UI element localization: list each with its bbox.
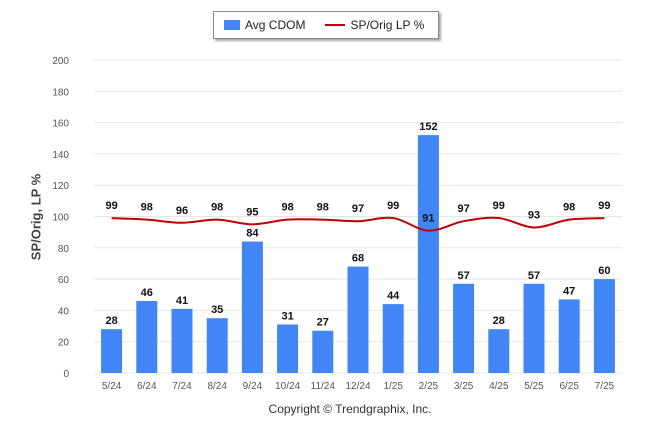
- x-tick-label: 7/24: [172, 381, 192, 392]
- x-tick-label: 4/25: [489, 381, 509, 392]
- data-labels: 28 46 41 35 84 31 27 68 44 152 57 28 57 47 60 99 98 96 98 9…: [105, 121, 610, 329]
- x-axis-ticks: 5/24 6/24 7/24 8/24 9/24 10/24 11/24 12/24 1/25 2…: [102, 381, 615, 392]
- x-tick-label: 2/25: [419, 381, 439, 392]
- line-value-label: 99: [387, 200, 399, 212]
- bar: [558, 299, 580, 373]
- bar: [136, 301, 158, 373]
- legend: Avg CDOM SP/Orig LP %: [213, 11, 439, 39]
- bar-value-label: 41: [176, 295, 188, 307]
- y-tick-label: 180: [52, 87, 69, 98]
- bar-series: [101, 135, 615, 373]
- x-tick-label: 10/24: [275, 381, 300, 392]
- bar-value-label: 57: [528, 270, 540, 282]
- line-value-label: 99: [598, 200, 610, 212]
- y-tick-label: 40: [58, 306, 70, 317]
- y-tick-label: 160: [52, 119, 69, 130]
- bar: [523, 283, 545, 373]
- bar-value-label: 60: [598, 265, 610, 277]
- bar-value-label: 152: [419, 121, 437, 133]
- bar: [382, 304, 404, 373]
- line-value-label: 99: [493, 200, 505, 212]
- y-tick-label: 120: [52, 181, 69, 192]
- x-tick-label: 6/24: [137, 381, 157, 392]
- bar: [241, 241, 263, 373]
- bar-value-label: 31: [281, 310, 293, 322]
- y-tick-label: 100: [52, 213, 69, 224]
- bar: [171, 308, 193, 373]
- bar: [206, 318, 228, 373]
- y-axis-title: SP/Orig, LP %: [28, 173, 44, 261]
- x-tick-label: 5/25: [524, 381, 544, 392]
- line-swatch-icon: [325, 24, 346, 26]
- y-tick-label: 20: [58, 338, 70, 349]
- bar: [101, 329, 123, 373]
- bar-value-label: 47: [563, 285, 575, 297]
- legend-item-line[interactable]: SP/Orig LP %: [315, 18, 424, 32]
- bar: [347, 266, 369, 373]
- line-series: [111, 216, 605, 232]
- line-value-label: 96: [176, 205, 188, 217]
- x-tick-label: 9/24: [243, 381, 263, 392]
- bar: [277, 324, 299, 373]
- line-value-label: 95: [246, 206, 258, 218]
- bar-value-label: 57: [457, 270, 469, 282]
- bar: [312, 330, 334, 373]
- y-tick-label: 0: [63, 369, 69, 380]
- line-value-label: 98: [317, 202, 329, 214]
- copyright-text: Copyright © Trendgraphix, Inc.: [268, 402, 432, 416]
- line-value-label: 97: [457, 203, 469, 215]
- x-tick-label: 11/24: [311, 381, 336, 392]
- x-tick-label: 5/24: [102, 381, 122, 392]
- bar: [488, 329, 510, 373]
- y-tick-label: 200: [52, 56, 69, 67]
- sp-orig-line: [111, 216, 605, 232]
- bar: [417, 135, 439, 373]
- y-tick-label: 60: [58, 275, 70, 286]
- x-tick-label: 6/25: [559, 381, 579, 392]
- line-value-label: 98: [281, 202, 293, 214]
- bar-value-label: 46: [141, 287, 153, 299]
- line-value-label: 93: [528, 209, 540, 221]
- bar: [593, 279, 615, 373]
- bar-swatch-icon: [224, 20, 240, 30]
- line-value-label: 98: [141, 202, 153, 214]
- x-tick-label: 8/24: [207, 381, 227, 392]
- legend-item-bar[interactable]: Avg CDOM: [224, 18, 305, 32]
- bar-value-label: 44: [387, 290, 400, 302]
- y-tick-label: 80: [58, 244, 70, 255]
- line-value-label: 91: [422, 213, 434, 225]
- bar-value-label: 68: [352, 253, 364, 265]
- bar-value-label: 84: [246, 228, 259, 240]
- x-tick-label: 1/25: [383, 381, 403, 392]
- bar-value-label: 35: [211, 304, 223, 316]
- bar-value-label: 28: [105, 315, 117, 327]
- x-tick-label: 12/24: [345, 381, 370, 392]
- y-axis-ticks: 0 20 40 60 80 100 120 140 160 180 200: [52, 56, 69, 380]
- bar: [453, 283, 475, 373]
- legend-bar-label: Avg CDOM: [245, 18, 306, 32]
- line-value-label: 98: [563, 202, 575, 214]
- x-tick-label: 7/25: [595, 381, 615, 392]
- bar-value-label: 28: [493, 315, 505, 327]
- x-tick-label: 3/25: [454, 381, 474, 392]
- line-value-label: 99: [105, 200, 117, 212]
- legend-line-label: SP/Orig LP %: [350, 18, 425, 32]
- bar-value-label: 27: [317, 317, 329, 329]
- y-tick-label: 140: [52, 150, 69, 161]
- line-value-label: 97: [352, 203, 364, 215]
- line-value-label: 98: [211, 202, 223, 214]
